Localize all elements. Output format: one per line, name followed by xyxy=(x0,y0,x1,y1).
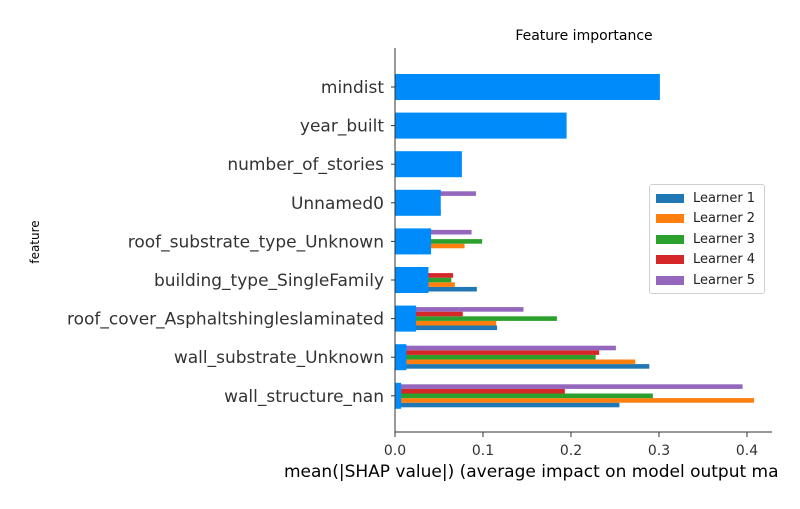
bars-layer xyxy=(395,74,755,409)
learner-bar xyxy=(395,345,616,351)
legend-swatch xyxy=(656,275,684,285)
learner-bar xyxy=(395,311,463,317)
x-tick-label: 0.2 xyxy=(560,443,582,459)
legend-label: Learner 5 xyxy=(693,272,756,288)
x-tick-label: 0.1 xyxy=(472,443,494,459)
learner-bar xyxy=(395,239,483,244)
learner-bar xyxy=(395,316,557,321)
y-tick-label: number_of_stories xyxy=(227,155,384,175)
x-tick-label: 0.0 xyxy=(384,443,406,459)
y-tick-label: Unnamed0 xyxy=(291,194,384,214)
overall-importance-bar xyxy=(395,344,407,371)
learner-bar xyxy=(395,325,498,331)
legend-label: Learner 3 xyxy=(693,231,756,247)
learner-bar xyxy=(395,402,620,408)
legend-label: Learner 4 xyxy=(693,252,756,267)
learner-bar xyxy=(395,364,650,369)
overall-importance-bar xyxy=(395,228,432,255)
y-tick-label: roof_cover_Asphaltshingleslaminated xyxy=(67,310,384,330)
overall-importance-bar xyxy=(395,267,429,293)
y-tick-label: year_built xyxy=(300,117,384,137)
x-tick-label: 0.3 xyxy=(648,443,670,459)
overall-importance-bar xyxy=(395,74,660,100)
overall-importance-bar xyxy=(395,151,462,178)
y-axis-label: feature xyxy=(28,220,42,263)
learner-bar xyxy=(395,388,565,394)
legend-item: Learner 2 xyxy=(656,209,755,229)
learner-bar xyxy=(395,286,477,292)
y-tick-label: building_type_SingleFamily xyxy=(154,271,384,291)
learner-bar xyxy=(395,350,600,355)
learner-bar xyxy=(395,320,497,326)
learner-bar xyxy=(395,307,524,312)
overall-importance-bar xyxy=(395,305,417,332)
overall-importance-bar xyxy=(395,112,567,139)
legend: Learner 1 Learner 2 Learner 3 Learner 4 Lear… xyxy=(649,184,765,294)
legend-item: Learner 3 xyxy=(656,229,755,249)
legend-label: Learner 1 xyxy=(693,190,756,206)
legend-item: Learner 5 xyxy=(656,270,755,290)
overall-importance-bar xyxy=(395,189,441,216)
overall-importance-bar xyxy=(395,382,402,409)
y-tick-labels: mindist year_built number_of_stories Unname… xyxy=(67,78,395,407)
y-tick-label: roof_substrate_type_Unknown xyxy=(128,232,384,252)
y-tick-label: wall_substrate_Unknown xyxy=(174,348,384,368)
legend-swatch xyxy=(656,214,684,223)
legend-item: Learner 1 xyxy=(656,188,755,208)
learner-bar xyxy=(395,359,636,365)
legend-swatch xyxy=(656,255,684,264)
y-tick-label: mindist xyxy=(321,78,384,98)
x-axis-label: mean(|SHAP value|) (average impact on mo… xyxy=(284,462,779,482)
learner-bar xyxy=(395,384,743,389)
x-axis-ticks: 0.0 0.1 0.2 0.3 0.4 xyxy=(384,432,758,459)
chart-title: Feature importance xyxy=(515,28,652,44)
legend-item: Learner 4 xyxy=(656,250,755,270)
y-tick-label: wall_structure_nan xyxy=(224,387,384,407)
legend-label: Learner 2 xyxy=(693,211,756,226)
learner-bar xyxy=(395,354,596,360)
x-tick-label: 0.4 xyxy=(736,443,758,459)
legend-swatch xyxy=(656,193,684,203)
legend-swatch xyxy=(656,234,684,244)
learner-bar xyxy=(395,398,755,403)
learner-bar xyxy=(395,229,472,235)
learner-bar xyxy=(395,393,653,399)
